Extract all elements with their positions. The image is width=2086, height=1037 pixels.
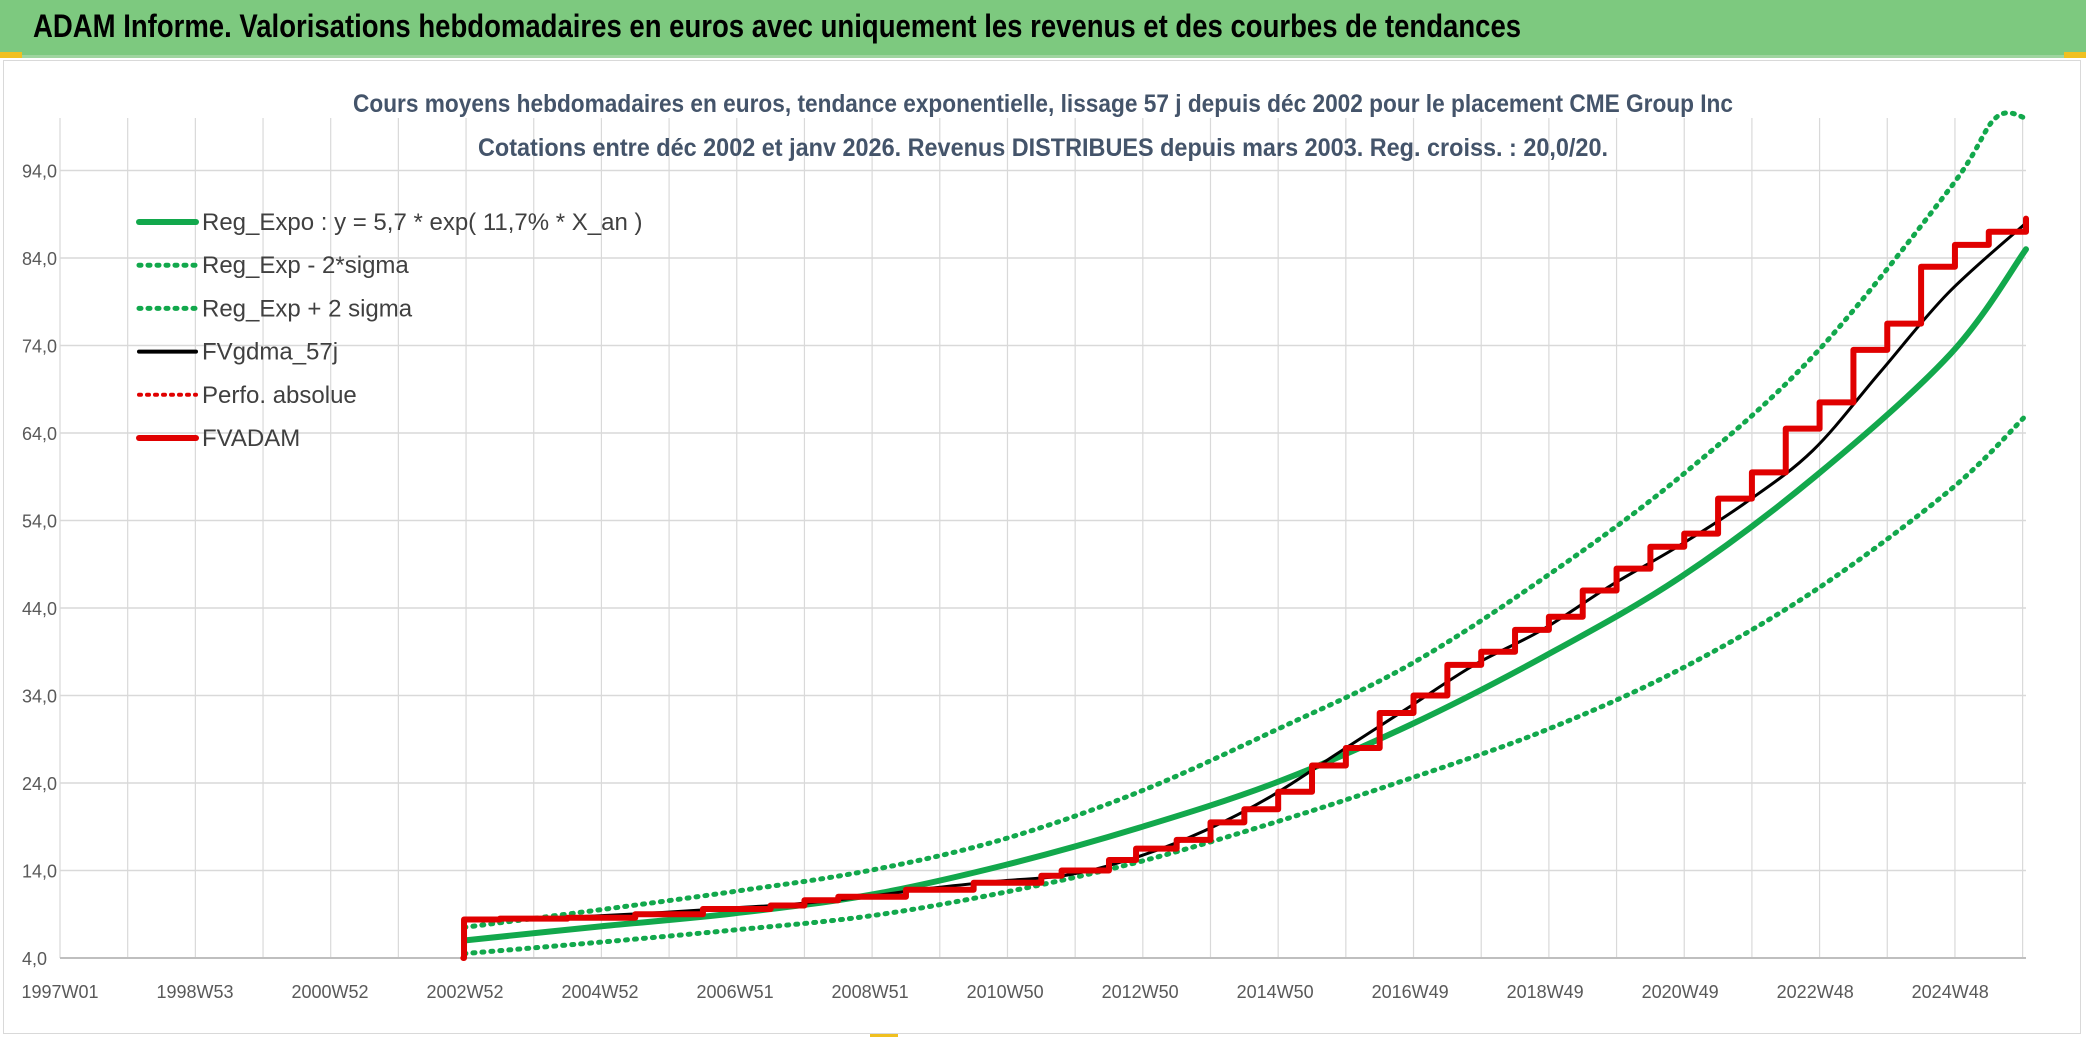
y-tick-label: 24,0: [22, 774, 57, 794]
x-tick-label: 2022W48: [1777, 982, 1854, 1002]
x-tick-label: 2004W52: [562, 982, 639, 1002]
chart-title-line-2: Cotations entre déc 2002 et janv 2026. R…: [478, 134, 1608, 162]
legend: Reg_Expo : y = 5,7 * exp( 11,7% * X_an )…: [136, 209, 642, 452]
series-lines: [460, 110, 2029, 961]
x-tick-label: 2010W50: [967, 982, 1044, 1002]
corner-accent-right: [2064, 52, 2086, 58]
x-tick-label: 1998W53: [156, 982, 233, 1002]
x-tick-label: 2002W52: [427, 982, 504, 1002]
y-tick-label: 54,0: [22, 512, 57, 532]
bottom-accent: [870, 1031, 898, 1037]
legend-label: Reg_Exp - 2*sigma: [202, 252, 409, 279]
page-title: ADAM Informe. Valorisations hebdomadaire…: [33, 8, 1522, 44]
y-tick-label: 44,0: [22, 599, 57, 619]
x-tick-label: 2018W49: [1507, 982, 1584, 1002]
chart-area: [3, 60, 2081, 1034]
corner-accent-left: [0, 52, 22, 58]
y-tick-label: 84,0: [22, 249, 57, 269]
x-tick-label: 2000W52: [291, 982, 368, 1002]
series-reg-exp-plus-2sigma: [461, 110, 2029, 930]
x-tick-label: 2020W49: [1642, 982, 1719, 1002]
header-bar: ADAM Informe. Valorisations hebdomadaire…: [0, 0, 2086, 58]
y-tick-label: 4,0: [22, 949, 47, 969]
x-tick-label: 2008W51: [832, 982, 909, 1002]
series-reg-expo: [461, 246, 2029, 944]
x-tick-label: 2024W48: [1912, 982, 1989, 1002]
legend-label: FVADAM: [202, 425, 300, 452]
legend-label: Perfo. absolue: [202, 382, 357, 409]
x-tick-label: 1997W01: [21, 982, 98, 1002]
y-tick-label: 34,0: [22, 687, 57, 707]
y-axis: 4,0 14,0 24,0 34,0 44,0 54,0 64,0 74,0 84,0 94,0: [22, 162, 57, 970]
x-tick-label: 2006W51: [697, 982, 774, 1002]
y-tick-label: 14,0: [22, 862, 57, 882]
x-tick-label: 2012W50: [1102, 982, 1179, 1002]
x-tick-label: 2014W50: [1237, 982, 1314, 1002]
legend-label: FVgdma_57j: [202, 339, 338, 366]
x-axis: 1997W01 1998W53 2000W52 2002W52 2004W52 2006W…: [21, 982, 1988, 1002]
y-tick-label: 94,0: [22, 162, 57, 182]
y-tick-label: 74,0: [22, 337, 57, 357]
x-tick-label: 2016W49: [1372, 982, 1449, 1002]
legend-label: Reg_Expo : y = 5,7 * exp( 11,7% * X_an ): [202, 209, 642, 236]
series-fvadam: [460, 215, 2029, 961]
y-tick-label: 64,0: [22, 424, 57, 444]
chart-title-line-1: Cours moyens hebdomadaires en euros, ten…: [353, 90, 1733, 118]
legend-label: Reg_Exp + 2 sigma: [202, 295, 413, 322]
series-reg-exp-minus-2sigma: [461, 413, 2029, 957]
grid: [59, 118, 2026, 959]
chart-title: Cours moyens hebdomadaires en euros, ten…: [353, 90, 1733, 162]
